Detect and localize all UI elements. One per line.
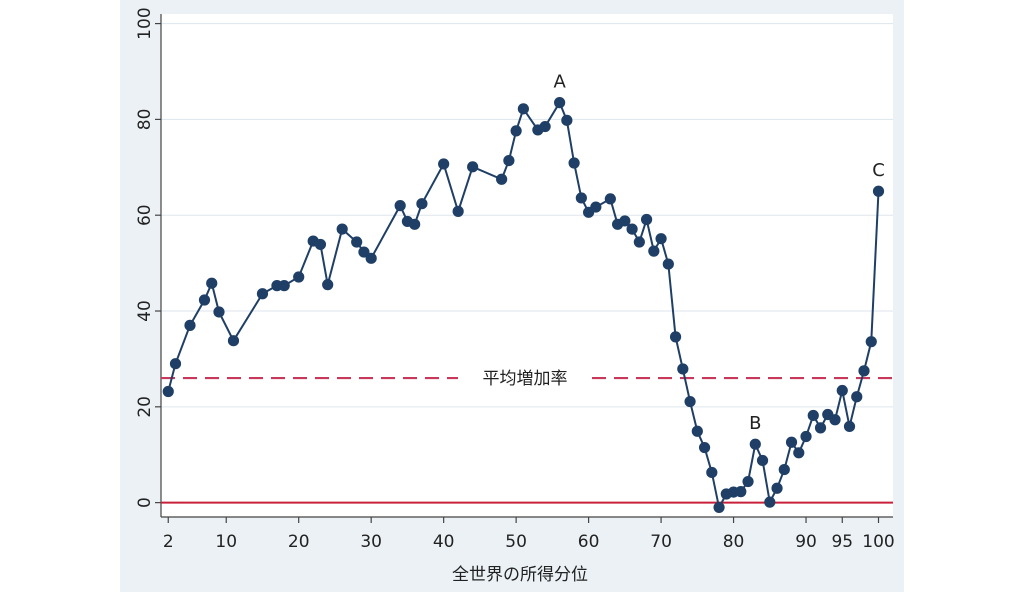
data-point-28 xyxy=(351,236,363,248)
data-point-97 xyxy=(851,391,863,403)
data-point-29 xyxy=(358,246,370,258)
data-point-94 xyxy=(829,414,841,426)
data-point-75 xyxy=(691,425,703,437)
data-point-9 xyxy=(213,306,225,318)
data-point-74 xyxy=(684,395,696,408)
y-tick-label-60: 60 xyxy=(135,204,155,226)
data-point-99 xyxy=(865,336,877,348)
data-point-48 xyxy=(496,173,508,185)
y-tick-label-0: 0 xyxy=(135,497,155,508)
data-point-71 xyxy=(662,258,674,270)
annotations: A B C xyxy=(553,72,884,435)
data-point-54 xyxy=(539,120,551,133)
data-point-50 xyxy=(510,125,522,137)
annotation-B: B xyxy=(749,413,761,434)
x-tick-label-50: 50 xyxy=(505,532,527,552)
data-point-72 xyxy=(669,331,682,343)
x-tick-label-80: 80 xyxy=(723,532,745,552)
data-point-36 xyxy=(409,218,421,230)
data-point-82 xyxy=(742,475,754,488)
plot-background xyxy=(161,14,893,517)
data-point-69 xyxy=(648,245,660,257)
data-point-5 xyxy=(184,319,196,331)
data-point-2 xyxy=(162,385,174,398)
data-point-81 xyxy=(735,486,747,498)
data-point-59 xyxy=(575,192,587,204)
data-point-61 xyxy=(590,201,602,213)
data-point-90 xyxy=(800,430,812,443)
data-point-66 xyxy=(626,223,638,235)
data-point-8 xyxy=(206,277,218,289)
data-point-96 xyxy=(843,420,856,433)
data-point-40 xyxy=(438,158,450,170)
data-point-15 xyxy=(256,288,269,300)
y-tick-label-40: 40 xyxy=(135,300,155,322)
series-layer xyxy=(162,97,885,514)
data-point-37 xyxy=(416,198,428,210)
y-tick-label-80: 80 xyxy=(135,109,155,131)
data-point-70 xyxy=(655,233,667,245)
data-point-20 xyxy=(293,271,305,283)
y-tick-label-20: 20 xyxy=(135,396,155,418)
data-point-68 xyxy=(640,213,653,226)
data-point-78 xyxy=(713,501,725,514)
data-point-58 xyxy=(568,157,580,169)
x-tick-label-90: 90 xyxy=(795,532,817,552)
data-point-100 xyxy=(872,185,885,197)
data-point-11 xyxy=(227,335,240,347)
data-point-56 xyxy=(554,97,566,109)
axes xyxy=(160,14,893,518)
x-tick-label-95: 95 xyxy=(831,532,853,552)
x-tick-label-70: 70 xyxy=(650,532,672,552)
y-tick-label-100: 100 xyxy=(135,7,155,39)
data-point-98 xyxy=(858,365,870,377)
x-tick-label-20: 20 xyxy=(288,532,310,552)
data-point-83 xyxy=(749,438,761,450)
x-ticks: 2 10 20 30 40 50 60 70 80 90 95 100 xyxy=(163,517,895,552)
data-point-91 xyxy=(807,409,819,422)
data-point-65 xyxy=(619,215,631,227)
data-point-23 xyxy=(314,238,327,251)
data-point-73 xyxy=(677,363,689,375)
x-tick-label-60: 60 xyxy=(578,532,600,552)
data-point-30 xyxy=(365,252,377,264)
data-point-67 xyxy=(633,236,645,248)
data-point-85 xyxy=(764,496,776,508)
data-point-7 xyxy=(198,294,211,306)
x-tick-label-10: 10 xyxy=(215,532,237,552)
data-point-76 xyxy=(698,441,711,454)
data-point-89 xyxy=(793,447,805,459)
data-point-24 xyxy=(322,279,334,291)
x-tick-label-2: 2 xyxy=(163,532,174,552)
annotation-C: C xyxy=(872,160,885,181)
x-tick-label-40: 40 xyxy=(433,532,455,552)
data-point-92 xyxy=(814,422,827,434)
y-ticks: 0 20 40 60 80 100 xyxy=(135,7,161,508)
data-point-42 xyxy=(452,205,464,217)
average-line-label: 平均増加率 xyxy=(483,369,568,389)
annotation-A: A xyxy=(553,72,566,93)
x-tick-label-30: 30 xyxy=(360,532,382,552)
data-point-84 xyxy=(756,454,769,467)
data-point-26 xyxy=(336,223,348,235)
data-point-34 xyxy=(394,200,406,212)
data-point-88 xyxy=(785,436,798,448)
data-point-51 xyxy=(517,103,529,115)
data-point-18 xyxy=(278,280,290,292)
data-point-87 xyxy=(778,463,790,476)
data-point-3 xyxy=(169,358,182,370)
data-point-57 xyxy=(561,114,573,126)
data-point-95 xyxy=(836,384,848,397)
data-point-63 xyxy=(604,193,616,205)
data-point-49 xyxy=(503,154,515,167)
x-tick-label-100: 100 xyxy=(862,532,894,552)
data-point-86 xyxy=(771,482,783,494)
data-point-77 xyxy=(706,466,718,479)
x-axis-title: 全世界の所得分位 xyxy=(452,565,588,585)
data-point-44 xyxy=(467,161,479,173)
